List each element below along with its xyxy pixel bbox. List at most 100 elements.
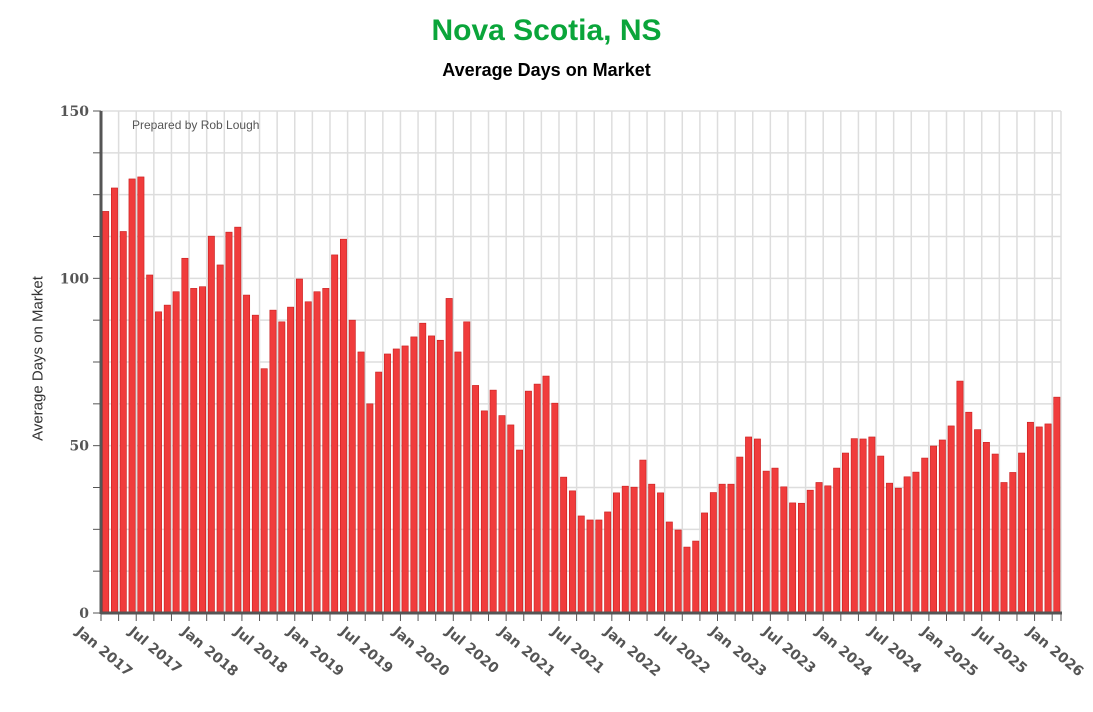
y-axis-label: Average Days on Market	[29, 276, 47, 441]
bar	[1018, 452, 1026, 614]
bar	[886, 482, 893, 614]
bar	[595, 519, 603, 614]
bar	[938, 439, 946, 614]
bar	[789, 502, 797, 614]
bar	[287, 306, 295, 614]
bar	[991, 453, 999, 614]
bar	[243, 294, 251, 614]
bar	[225, 231, 233, 614]
credit-annotation: Prepared by Rob Lough	[132, 118, 260, 132]
bar	[269, 309, 277, 614]
bar	[454, 351, 462, 614]
bar	[516, 449, 524, 614]
x-tick-label: Jan 2017	[72, 623, 136, 680]
x-tick-label: Jan 2022	[600, 623, 664, 680]
bar	[577, 515, 585, 614]
bar	[251, 314, 259, 614]
bar	[339, 238, 347, 614]
bar	[1009, 472, 1017, 614]
bar	[736, 456, 744, 614]
x-tick-label: Jan 2025	[917, 623, 981, 680]
bar	[657, 492, 664, 614]
bar	[428, 335, 435, 614]
chart-title: Nova Scotia, NS	[431, 14, 662, 47]
x-tick-label: Jan 2024	[811, 623, 875, 680]
bar	[903, 476, 911, 614]
bar	[375, 371, 383, 614]
bar	[727, 483, 735, 614]
bar	[542, 375, 550, 614]
bar	[586, 519, 594, 614]
bar	[322, 288, 330, 614]
bar	[181, 257, 189, 614]
bar	[683, 546, 691, 614]
bar	[313, 291, 321, 614]
bar	[507, 424, 515, 614]
bar	[463, 321, 471, 614]
bar	[128, 178, 136, 614]
bar	[648, 483, 656, 614]
x-tick-label: Jan 2023	[706, 623, 770, 680]
bar	[912, 471, 920, 614]
bar	[410, 336, 418, 614]
bar	[111, 187, 118, 614]
bar	[146, 274, 154, 614]
bar	[630, 486, 638, 614]
bar	[974, 429, 982, 614]
bar	[982, 442, 990, 614]
bar	[621, 485, 629, 614]
bar	[119, 231, 127, 614]
x-tick-label: Jan 2026	[1023, 623, 1087, 680]
bar	[560, 476, 568, 614]
bar	[331, 254, 339, 614]
bar	[1044, 423, 1052, 614]
bar	[445, 298, 453, 614]
bar	[533, 383, 541, 614]
bar	[894, 487, 902, 614]
bar	[868, 436, 876, 614]
bar	[930, 445, 937, 614]
bar	[639, 459, 647, 614]
bar	[348, 319, 356, 614]
bar	[295, 278, 303, 614]
bar	[366, 403, 374, 614]
y-tick-label: 150	[60, 104, 89, 120]
bar	[498, 415, 506, 614]
bar	[613, 492, 620, 614]
bar	[1026, 421, 1034, 614]
bar	[401, 345, 409, 614]
bar	[718, 483, 726, 614]
bar	[947, 425, 955, 614]
bar	[199, 286, 206, 614]
bar	[190, 288, 198, 614]
bar	[137, 176, 145, 614]
bar	[357, 351, 365, 614]
x-tick-label: Jan 2019	[283, 623, 347, 680]
bar	[797, 502, 805, 614]
bar	[701, 512, 709, 614]
bar	[1000, 482, 1008, 614]
bar	[102, 211, 110, 614]
bar	[436, 339, 444, 614]
x-tick-label: Jan 2020	[389, 623, 453, 680]
bar	[480, 410, 488, 614]
bar	[234, 226, 242, 614]
bar	[921, 457, 929, 614]
bar	[163, 304, 171, 614]
chart-subtitle: Average Days on Market	[442, 60, 651, 80]
bar	[384, 353, 391, 614]
bar	[392, 348, 400, 614]
bar	[780, 486, 788, 614]
y-tick-label: 50	[70, 439, 90, 455]
bar	[956, 380, 964, 614]
bar	[419, 322, 427, 614]
bar	[172, 291, 180, 614]
bar	[850, 438, 858, 614]
bar	[524, 390, 532, 614]
bar	[709, 492, 717, 614]
bar	[824, 485, 832, 614]
y-tick-label: 100	[60, 271, 89, 287]
bar	[568, 490, 576, 614]
bar	[304, 301, 312, 614]
bar	[1053, 396, 1061, 614]
